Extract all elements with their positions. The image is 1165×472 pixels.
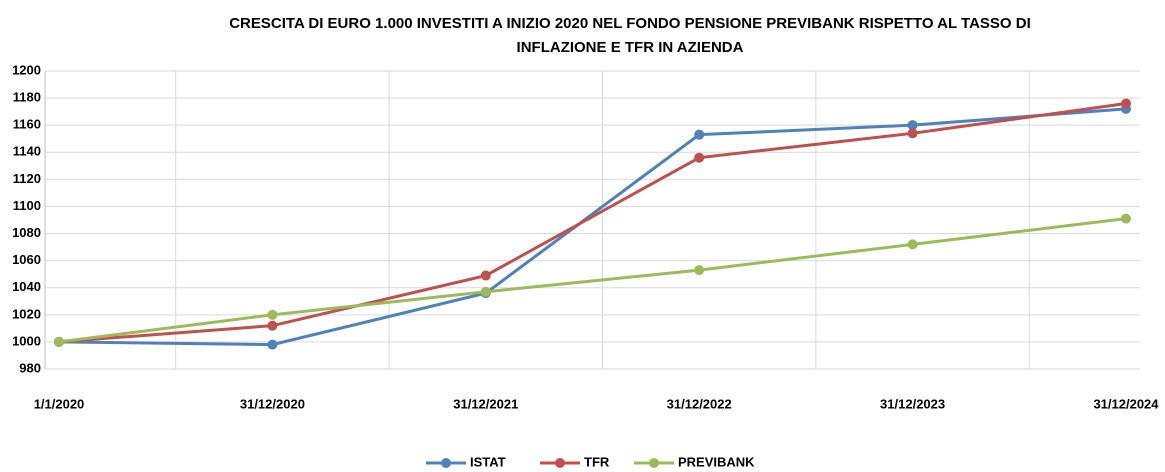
x-tick-label: 31/12/2020	[240, 396, 305, 411]
y-tick-label: 1020	[12, 306, 41, 321]
legend-label: TFR	[584, 454, 610, 469]
y-tick-label: 1160	[13, 117, 41, 132]
y-tick-label: 1100	[13, 198, 41, 213]
x-tick-label: 31/12/2024	[1093, 396, 1159, 411]
data-point	[694, 265, 705, 276]
data-point	[1121, 213, 1131, 224]
data-point	[1121, 98, 1131, 109]
data-point	[694, 152, 705, 163]
x-tick-label: 1/1/2020	[34, 396, 85, 411]
data-point	[267, 320, 278, 331]
legend-marker	[649, 458, 659, 468]
legend-marker	[441, 458, 451, 468]
series-line	[58, 102, 1127, 344]
data-point	[54, 336, 64, 347]
data-point	[267, 339, 278, 350]
x-tick-label: 31/12/2022	[667, 396, 732, 411]
y-tick-label: 1000	[12, 333, 41, 348]
y-tick-label: 1140	[13, 144, 41, 159]
data-point	[694, 129, 705, 140]
x-tick-label: 31/12/2021	[453, 396, 518, 411]
data-point	[267, 309, 278, 320]
y-tick-label: 1200	[12, 62, 41, 77]
data-point	[907, 120, 918, 131]
chart-title: INFLAZIONE E TFR IN AZIENDA	[517, 39, 744, 56]
y-tick-label: 1120	[13, 171, 41, 186]
x-tick-label: 31/12/2023	[880, 396, 945, 411]
y-tick-label: 1040	[12, 279, 41, 294]
series-line	[58, 217, 1127, 344]
y-tick-label: 1180	[13, 90, 41, 105]
chart-title: CRESCITA DI EURO 1.000 INVESTITI A INIZI…	[229, 15, 1031, 32]
y-tick-label: 980	[19, 360, 41, 375]
legend-label: PREVIBANK	[678, 454, 755, 469]
data-point	[480, 270, 491, 281]
legend-marker	[555, 458, 565, 468]
legend-label: ISTAT	[470, 454, 506, 469]
data-point	[907, 239, 918, 250]
series-line	[58, 107, 1127, 347]
y-tick-label: 1080	[12, 225, 41, 240]
data-point	[907, 128, 918, 139]
data-point	[480, 286, 491, 297]
y-tick-label: 1060	[12, 252, 41, 267]
